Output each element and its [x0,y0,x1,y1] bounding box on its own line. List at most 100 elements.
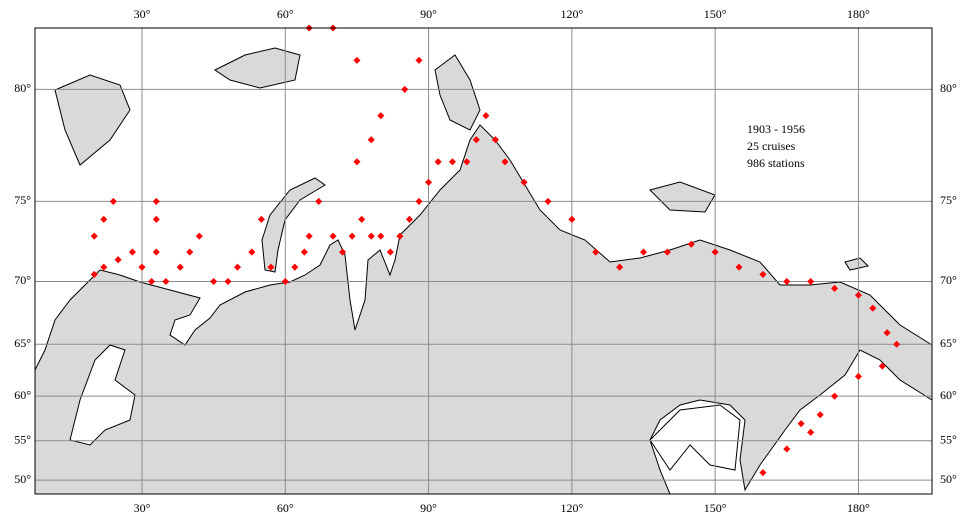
station [831,284,839,292]
lon-label: 180° [847,7,870,21]
lat-label: 50° [14,472,31,486]
annotation: 1903 - 1956 [747,122,805,136]
station [482,112,490,120]
station [315,197,323,205]
station [568,215,576,223]
lon-label: 90° [420,501,437,515]
franz-josef-land [214,47,301,89]
station [195,232,203,240]
lon-label: 150° [704,7,727,21]
station [305,232,313,240]
station [878,362,886,370]
station [831,392,839,400]
lon-label: 30° [134,501,151,515]
station [267,263,275,271]
station [434,158,442,166]
okhotsk-sea [649,404,741,471]
lat-label: 65° [940,336,957,350]
station [100,263,108,271]
graticule [35,28,932,494]
station [415,56,423,64]
lon-label: 30° [134,7,151,21]
lat-label: 50° [940,472,957,486]
station [353,158,361,166]
station [339,248,347,256]
station [816,411,824,419]
station [152,215,160,223]
lat-label: 80° [940,81,957,95]
wrangel-island [844,257,869,271]
eurasia [34,124,933,495]
scandinavia-sea [69,344,136,446]
station [291,263,299,271]
station [759,469,767,477]
station [152,248,160,256]
annotation: 986 stations [747,156,805,170]
lat-label: 55° [14,433,31,447]
land [34,47,933,495]
station [869,304,877,312]
station [520,178,528,186]
lon-label: 120° [560,7,583,21]
station [114,256,122,264]
station [367,232,375,240]
station [783,277,791,286]
station [162,277,170,286]
station [448,158,456,166]
annotation: 25 cruises [747,139,796,153]
station [491,136,499,144]
svalbard [54,74,131,166]
lat-label: 65° [14,336,31,350]
lat-label: 70° [940,273,957,287]
severnaya-zemlya [434,54,481,131]
station [100,215,108,223]
lat-label: 75° [14,193,31,207]
station [233,263,242,271]
station [353,56,361,64]
station [797,420,805,428]
station [138,263,146,271]
lon-label: 150° [704,501,727,515]
station [592,248,600,256]
lat-label: 60° [14,388,31,402]
station [807,277,815,286]
lat-label: 70° [14,273,31,287]
station [224,277,232,286]
station [639,248,648,256]
station [348,232,356,240]
lon-label: 60° [277,7,294,21]
station [687,240,695,248]
station [735,263,743,271]
station [783,445,791,453]
station [396,232,404,240]
lat-label: 60° [940,388,957,402]
station [415,197,423,205]
lat-label: 75° [940,193,957,207]
station [300,248,308,256]
station [711,248,719,256]
map-border [34,27,933,495]
station [148,277,156,286]
novaya-zemlya [261,177,326,273]
station [377,112,385,120]
station [616,263,624,271]
station [893,340,901,348]
station [90,232,98,240]
station [176,263,184,271]
station [807,428,815,436]
station [358,215,366,223]
station [544,197,552,205]
station [329,232,337,240]
station [210,277,218,286]
station [501,158,509,166]
lon-label: 180° [847,501,870,515]
station [257,215,265,223]
station [405,215,414,223]
station [248,248,256,256]
station [854,291,862,299]
station [759,270,767,278]
station [90,270,98,278]
new-siberian-islands [649,181,716,213]
station [128,248,136,256]
station [386,248,394,256]
